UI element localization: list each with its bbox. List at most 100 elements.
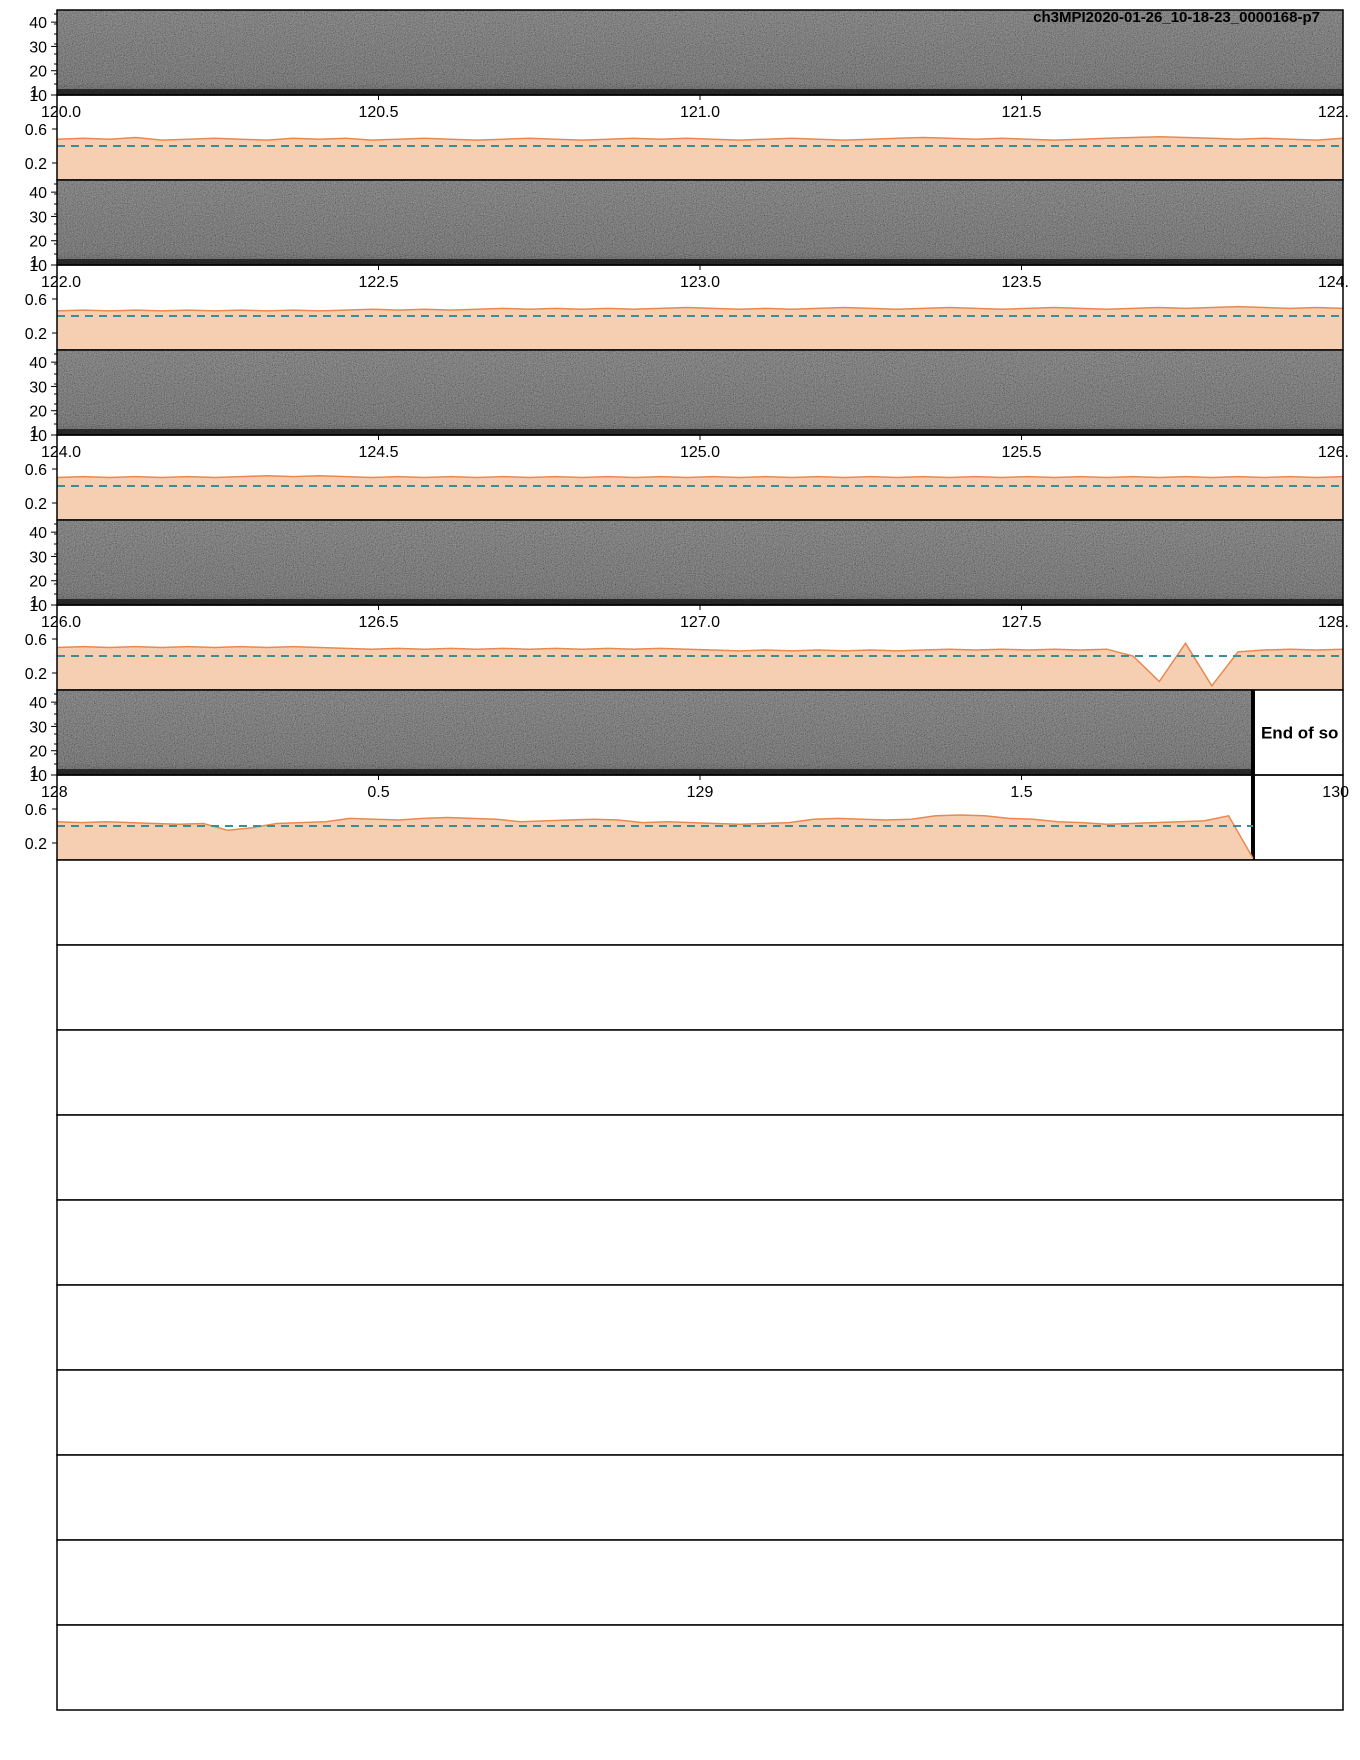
x-tick-label: 124.0 — [41, 444, 81, 461]
x-tick-label: 128 — [41, 784, 68, 801]
spectrogram-noise — [57, 180, 1343, 265]
x-tick-label: 120.0 — [41, 104, 81, 121]
spec-y-tick-label: 10 — [29, 428, 47, 445]
empty-row-9 — [56, 1369, 1344, 1541]
level-line — [56, 135, 1344, 141]
empty-panel-top — [56, 1199, 1344, 1286]
empty-panel-top — [56, 1029, 1344, 1116]
spectrogram-noise — [57, 350, 1343, 435]
spectrogram-low-band — [57, 769, 1253, 775]
empty-panel-bottom — [56, 1624, 1344, 1711]
x-tick-label: 124.5 — [358, 444, 398, 461]
level-y-tick-label: 1 — [30, 254, 39, 271]
level-y-tick-label: 0.6 — [25, 122, 47, 139]
spec-y-tick-label: 30 — [29, 209, 47, 226]
empty-panel-bottom — [56, 1454, 1344, 1541]
level-y-tick-label: 0.6 — [25, 802, 47, 819]
level-line — [56, 475, 1344, 479]
level-area — [57, 475, 1343, 520]
empty-row-10 — [56, 1539, 1344, 1711]
level-area — [57, 306, 1343, 350]
x-tick-label: 122. — [1318, 104, 1349, 121]
empty-panel-top — [56, 1369, 1344, 1456]
x-tick-label: 126.0 — [41, 614, 81, 631]
level-area — [57, 136, 1343, 180]
level-line — [56, 305, 1344, 312]
spec-y-tick-label: 10 — [29, 598, 47, 615]
spectrogram-noise — [57, 10, 1343, 95]
level-y-tick-label: 0.2 — [25, 666, 47, 683]
chart-row-2: 40 30 20 101 0.6 0.2 122.0 122.5 123.0 123.5 124. — [25, 179, 1349, 351]
empty-panel-bottom — [56, 1284, 1344, 1371]
level-area — [57, 643, 1343, 690]
x-tick-label: 121.0 — [680, 104, 720, 121]
level-line — [56, 641, 1344, 688]
spec-y-tick-label: 20 — [29, 574, 47, 591]
x-tick-label: 128. — [1318, 614, 1349, 631]
spectrogram-low-band — [57, 429, 1343, 435]
figure-title: ch3MPI2020-01-26_10-18-23_0000168-p7 — [1033, 9, 1320, 26]
x-tick-label: 125.5 — [1001, 444, 1041, 461]
chart-row-3: 40 30 20 101 0.6 0.2 124.0 124.5 125.0 125.5 126. — [25, 349, 1349, 521]
level-y-tick-label: 0.6 — [25, 632, 47, 649]
chart-row-5: End of so 40 30 20 101 0.6 0.2 128 0.5 129 1.5 130 — [25, 689, 1349, 861]
spectrogram-noise — [57, 520, 1343, 605]
spec-y-tick-label: 20 — [29, 404, 47, 421]
spec-y-tick-label: 20 — [29, 64, 47, 81]
spec-y-tick-label: 10 — [29, 258, 47, 275]
spec-y-tick-label: 40 — [29, 695, 47, 712]
x-tick-label: 126.5 — [358, 614, 398, 631]
level-y-tick-label: 1 — [30, 84, 39, 101]
spec-y-tick-label: 20 — [29, 744, 47, 761]
spec-y-tick-label: 30 — [29, 719, 47, 736]
spectrogram-low-band — [57, 259, 1343, 265]
x-tick-label: 122.0 — [41, 274, 81, 291]
chart-row-1: 40 30 20 101 0.6 0.2 120.0 120.5 121.0 121.5 122. — [25, 9, 1349, 181]
level-y-tick-label: 1 — [30, 424, 39, 441]
spectrogram-low-band — [57, 599, 1343, 605]
empty-row-7 — [56, 1029, 1344, 1201]
spec-y-tick-label: 40 — [29, 185, 47, 202]
spec-y-tick-label: 30 — [29, 379, 47, 396]
empty-row-6 — [56, 859, 1344, 1031]
x-tick-label: 120.5 — [358, 104, 398, 121]
level-y-tick-label: 0.2 — [25, 156, 47, 173]
x-tick-label: 126. — [1318, 444, 1349, 461]
end-of-sound-label: End of so — [1261, 724, 1338, 743]
spectrogram-noise — [57, 690, 1253, 775]
spec-y-tick-label: 20 — [29, 234, 47, 251]
end-of-sound-box — [1252, 690, 1343, 775]
x-tick-label: 124. — [1318, 274, 1349, 291]
spectrogram-low-band — [57, 89, 1343, 95]
x-tick-label: 121.5 — [1001, 104, 1041, 121]
x-tick-label: 127.5 — [1001, 614, 1041, 631]
level-y-tick-label: 0.6 — [25, 462, 47, 479]
x-tick-label: 0.5 — [367, 784, 389, 801]
spec-y-tick-label: 30 — [29, 549, 47, 566]
spec-y-tick-label: 40 — [29, 525, 47, 542]
empty-panel-bottom — [56, 944, 1344, 1031]
spec-y-tick-label: 10 — [29, 88, 47, 105]
spec-y-tick-label: 40 — [29, 355, 47, 372]
empty-panel-top — [56, 859, 1344, 946]
x-tick-label: 123.5 — [1001, 274, 1041, 291]
spec-y-tick-label: 10 — [29, 768, 47, 785]
x-tick-label: 1.5 — [1010, 784, 1032, 801]
x-tick-label: 122.5 — [358, 274, 398, 291]
spec-y-tick-label: 30 — [29, 39, 47, 56]
x-tick-label: 125.0 — [680, 444, 720, 461]
chart-row-4: 40 30 20 101 0.6 0.2 126.0 126.5 127.0 127.5 128. — [25, 519, 1349, 691]
level-y-tick-label: 1 — [30, 594, 39, 611]
x-tick-label: 123.0 — [680, 274, 720, 291]
x-tick-label: 127.0 — [680, 614, 720, 631]
level-y-tick-label: 0.6 — [25, 292, 47, 309]
level-y-tick-label: 1 — [30, 764, 39, 781]
empty-panel-bottom — [56, 1114, 1344, 1201]
x-tick-label: 129 — [687, 784, 714, 801]
level-y-tick-label: 0.2 — [25, 836, 47, 853]
spec-y-tick-label: 40 — [29, 15, 47, 32]
level-y-tick-label: 0.2 — [25, 326, 47, 343]
x-tick-label: 130 — [1322, 784, 1349, 801]
